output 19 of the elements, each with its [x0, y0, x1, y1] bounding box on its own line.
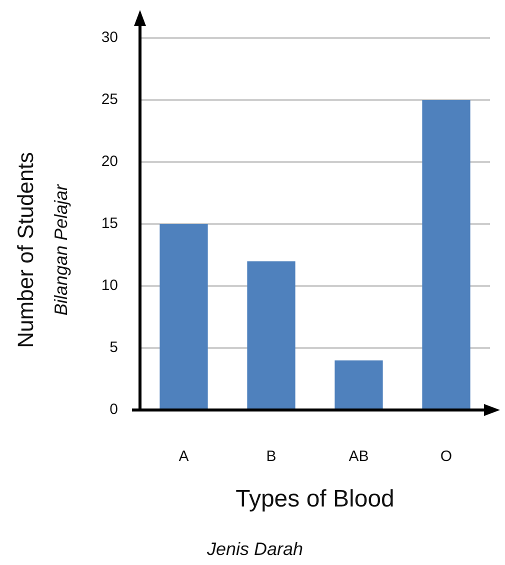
y-axis-title: Number of Students — [13, 152, 38, 348]
bar — [422, 100, 470, 410]
bar — [160, 224, 208, 410]
y-tick-label: 10 — [101, 277, 118, 294]
y-tick-label: 20 — [101, 153, 118, 170]
bar — [247, 261, 296, 410]
y-tick-label: 30 — [101, 29, 118, 46]
x-tick-label: O — [440, 448, 452, 466]
y-tick-label: 15 — [101, 215, 118, 232]
x-axis-title: Types of Blood — [236, 486, 394, 513]
text: Bilangan Pelajar — [51, 183, 71, 316]
y-tick-label: 25 — [101, 91, 118, 108]
text: Jenis Darah — [206, 539, 304, 559]
x-tick-label: A — [178, 448, 189, 466]
x-tick-label: B — [266, 448, 276, 466]
x-tick-label: AB — [348, 448, 369, 466]
bar — [334, 360, 383, 410]
y-tick-label: 0 — [110, 401, 118, 418]
y-tick-label: 5 — [110, 339, 118, 356]
